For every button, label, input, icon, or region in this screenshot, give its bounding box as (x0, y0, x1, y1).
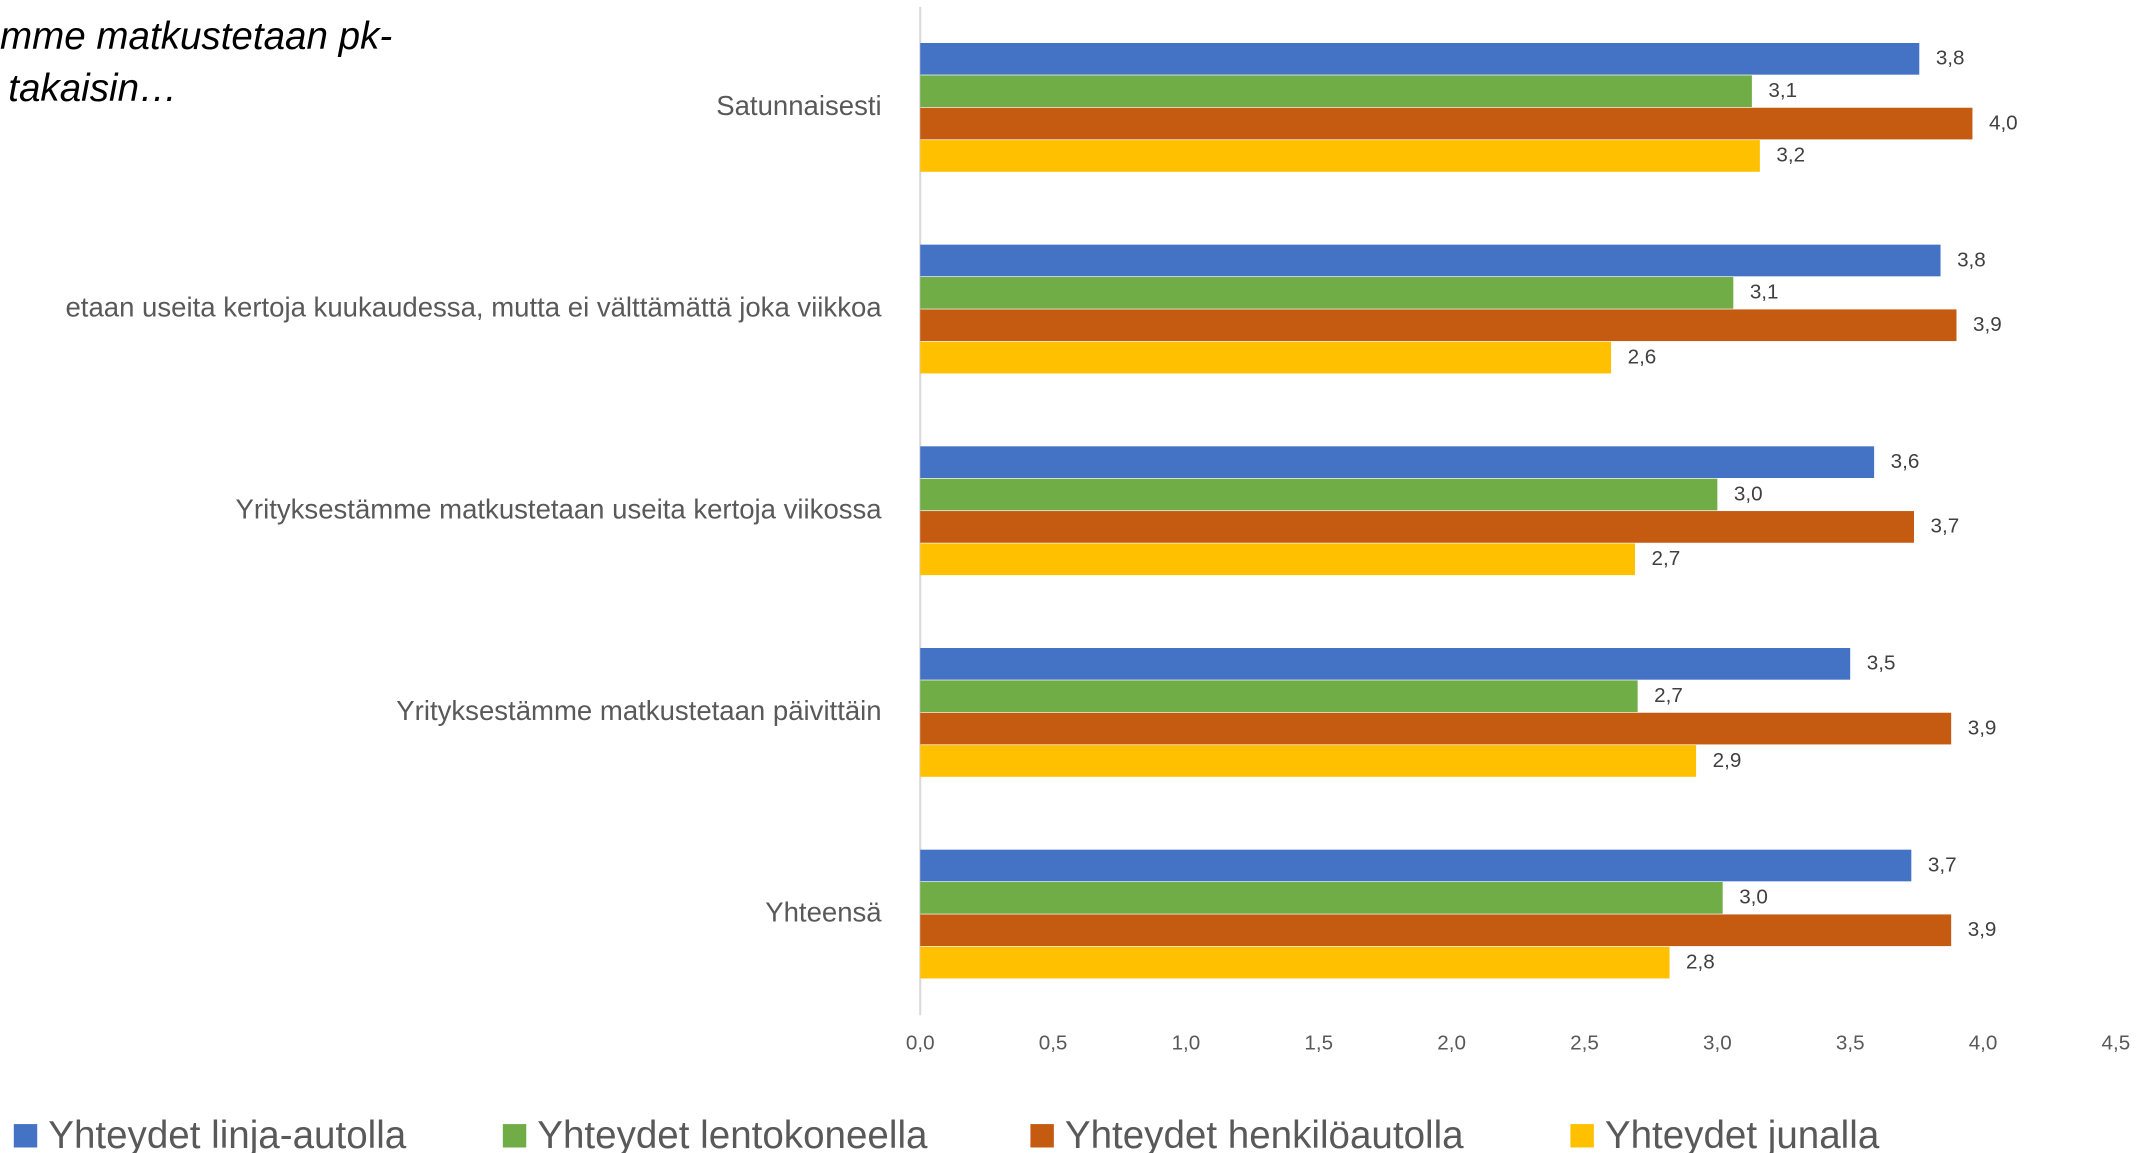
value-label: 3,7 (1931, 515, 1960, 538)
value-label: 3,2 (1776, 144, 1805, 167)
value-label: 3,9 (1968, 716, 1997, 739)
x-tick-label: 0,5 (1039, 1032, 1068, 1055)
bar (920, 745, 1697, 777)
x-tick-label: 4,5 (2102, 1032, 2131, 1055)
bar (920, 244, 1941, 277)
category-label: Yrityksestämme matkustetaan päivittäin (396, 695, 881, 726)
value-label: 3,0 (1739, 886, 1768, 909)
x-tick-label: 0,0 (906, 1032, 935, 1055)
bar (920, 277, 1734, 309)
x-tick-label: 1,5 (1304, 1032, 1333, 1055)
chart-title: mme matkustetaan pk- (0, 15, 392, 58)
bar (920, 446, 1875, 479)
chart-title: takaisin… (8, 67, 177, 110)
x-tick-label: 3,5 (1836, 1032, 1865, 1055)
value-label: 3,0 (1734, 482, 1763, 505)
bar (920, 75, 1752, 108)
legend-swatch (1570, 1124, 1594, 1148)
value-label: 3,8 (1957, 248, 1986, 271)
value-label: 3,6 (1891, 450, 1920, 473)
value-label: 3,7 (1928, 853, 1957, 876)
bar (920, 309, 1957, 342)
bar (920, 914, 1952, 947)
bar (920, 341, 1612, 374)
value-label: 2,7 (1654, 684, 1683, 707)
x-tick-label: 2,0 (1437, 1032, 1466, 1055)
value-label: 3,9 (1973, 313, 2002, 336)
legend-label: Yhteydet henkilöautolla (1065, 1114, 1464, 1153)
bar (920, 543, 1635, 576)
value-label: 3,1 (1768, 79, 1797, 102)
category-label: Yrityksestämme matkustetaan useita kerto… (236, 493, 883, 524)
value-label: 4,0 (1989, 111, 2018, 134)
value-label: 3,8 (1936, 47, 1965, 70)
value-label: 3,5 (1867, 652, 1896, 675)
x-tick-label: 4,0 (1969, 1032, 1998, 1055)
bar (920, 140, 1760, 172)
bar (920, 42, 1920, 75)
x-tick-label: 3,0 (1703, 1032, 1732, 1055)
x-tick-label: 2,5 (1570, 1032, 1599, 1055)
bar (920, 511, 1914, 543)
legend-label: Yhteydet linja-autolla (48, 1114, 407, 1153)
bar (920, 647, 1851, 680)
value-label: 2,8 (1686, 950, 1715, 973)
bar (920, 882, 1723, 914)
bar (920, 478, 1718, 511)
legend-label: Yhteydet junalla (1605, 1114, 1880, 1153)
legend-swatch (502, 1124, 527, 1148)
value-label: 3,9 (1968, 918, 1997, 941)
legend-label: Yhteydet lentokoneella (537, 1114, 928, 1153)
bar (920, 712, 1952, 745)
value-label: 2,7 (1652, 547, 1681, 570)
bar (920, 680, 1638, 713)
value-label: 2,9 (1713, 749, 1742, 772)
category-label: Satunnaisesti (716, 90, 881, 121)
legend-swatch (1030, 1124, 1054, 1148)
bar (920, 849, 1912, 882)
category-label: Yhteensä (765, 897, 882, 928)
category-label: etaan useita kertoja kuukaudessa, mutta … (65, 292, 882, 323)
value-label: 3,1 (1750, 281, 1779, 304)
value-label: 2,6 (1628, 345, 1657, 368)
legend-swatch (13, 1124, 38, 1148)
bar (920, 107, 1973, 140)
bar (920, 946, 1670, 979)
x-tick-label: 1,0 (1172, 1032, 1201, 1055)
